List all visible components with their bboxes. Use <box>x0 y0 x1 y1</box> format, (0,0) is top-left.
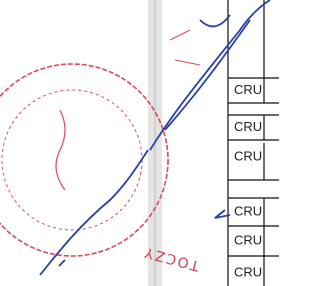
cell-text: CRU <box>234 119 262 134</box>
cell-text: CRU <box>234 148 262 163</box>
cell-text: CRU <box>234 82 262 97</box>
cell-text: CRU <box>234 264 262 279</box>
cell-text: CRU <box>234 232 262 247</box>
cell-text: CRU <box>234 203 262 218</box>
